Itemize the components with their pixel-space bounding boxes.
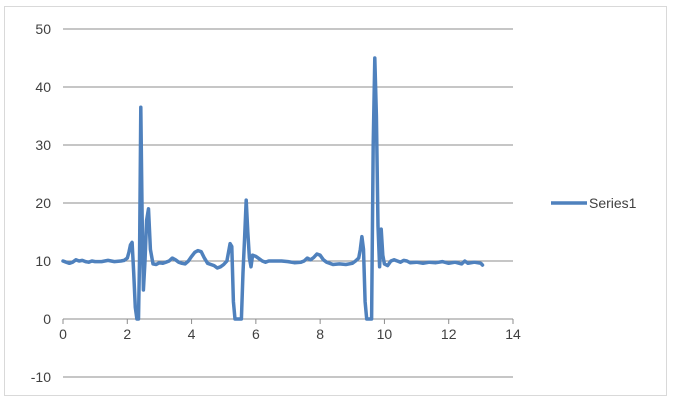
x-tick-label: 0 [59,326,67,342]
y-tick-label: 30 [35,137,51,153]
x-tick-label: 10 [377,326,393,342]
y-tick-label: 20 [35,195,51,211]
chart-area[interactable]: -10 0 10 20 30 40 50 0 2 4 6 8 10 12 14 Series1 [4,6,667,396]
y-tick-label: -10 [31,369,51,385]
x-tick-label: 2 [123,326,131,342]
y-tick-label: 50 [35,21,51,37]
x-tick-label: 14 [505,326,521,342]
series-line-series1 [61,56,485,321]
x-tick-label: 12 [441,326,457,342]
y-tick-label: 0 [43,311,51,327]
x-tick-label: 8 [316,326,324,342]
legend-label: Series1 [589,195,637,211]
x-tick-label: 4 [188,326,196,342]
line-chart: -10 0 10 20 30 40 50 0 2 4 6 8 10 12 14 Series1 [31,21,637,385]
y-tick-label: 40 [35,79,51,95]
x-tick-label: 6 [252,326,260,342]
y-tick-label: 10 [35,253,51,269]
